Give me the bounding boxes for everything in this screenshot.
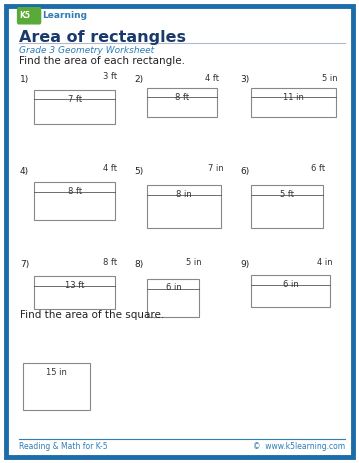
Bar [251,185,323,228]
Text: Grade 3 Geometry Worksheet: Grade 3 Geometry Worksheet [19,46,154,55]
Text: 8 in: 8 in [176,190,192,199]
Text: 7 in: 7 in [208,164,223,173]
Text: 6): 6) [241,167,250,175]
Text: 5 in: 5 in [322,74,337,83]
Text: 15 in: 15 in [46,368,67,377]
Text: 2): 2) [135,75,144,84]
Bar [34,182,115,220]
Text: K5: K5 [19,11,30,20]
Text: Find the area of each rectangle.: Find the area of each rectangle. [19,56,185,66]
Text: Find the area of the square.: Find the area of the square. [20,310,164,320]
Bar [23,363,90,410]
Text: 3 ft: 3 ft [103,72,117,81]
Text: 3): 3) [241,75,250,84]
Text: 4 ft: 4 ft [205,74,219,83]
FancyBboxPatch shape [17,7,41,25]
Text: 8 ft: 8 ft [103,258,117,267]
Text: Area of rectangles: Area of rectangles [19,30,186,44]
Bar [34,90,115,124]
Text: 7): 7) [20,260,29,269]
Bar [251,275,330,307]
Text: 9): 9) [241,260,250,269]
Text: 5 in: 5 in [186,258,201,268]
Text: 8 ft: 8 ft [67,187,82,196]
Text: 4 ft: 4 ft [103,164,117,174]
Text: 8): 8) [135,260,144,269]
Text: 13 ft: 13 ft [65,281,84,289]
Text: 6 in: 6 in [283,280,299,288]
Text: 7 ft: 7 ft [67,95,82,104]
Bar [147,185,221,228]
Bar [147,88,217,117]
Text: ©  www.k5learning.com: © www.k5learning.com [252,442,345,451]
Text: 6 ft: 6 ft [311,164,325,173]
Text: 11 in: 11 in [283,93,304,101]
Bar [251,88,336,117]
Text: 5): 5) [135,167,144,175]
Bar [147,279,199,317]
Text: Learning: Learning [42,11,87,20]
Text: 4): 4) [20,167,29,175]
Text: 5 ft: 5 ft [280,190,294,199]
Bar [34,276,115,309]
Text: 4 in: 4 in [317,258,332,268]
Text: 1): 1) [20,75,29,84]
Text: 6 in: 6 in [165,283,181,292]
Text: 8 ft: 8 ft [175,93,189,101]
Text: Reading & Math for K-5: Reading & Math for K-5 [19,442,107,451]
